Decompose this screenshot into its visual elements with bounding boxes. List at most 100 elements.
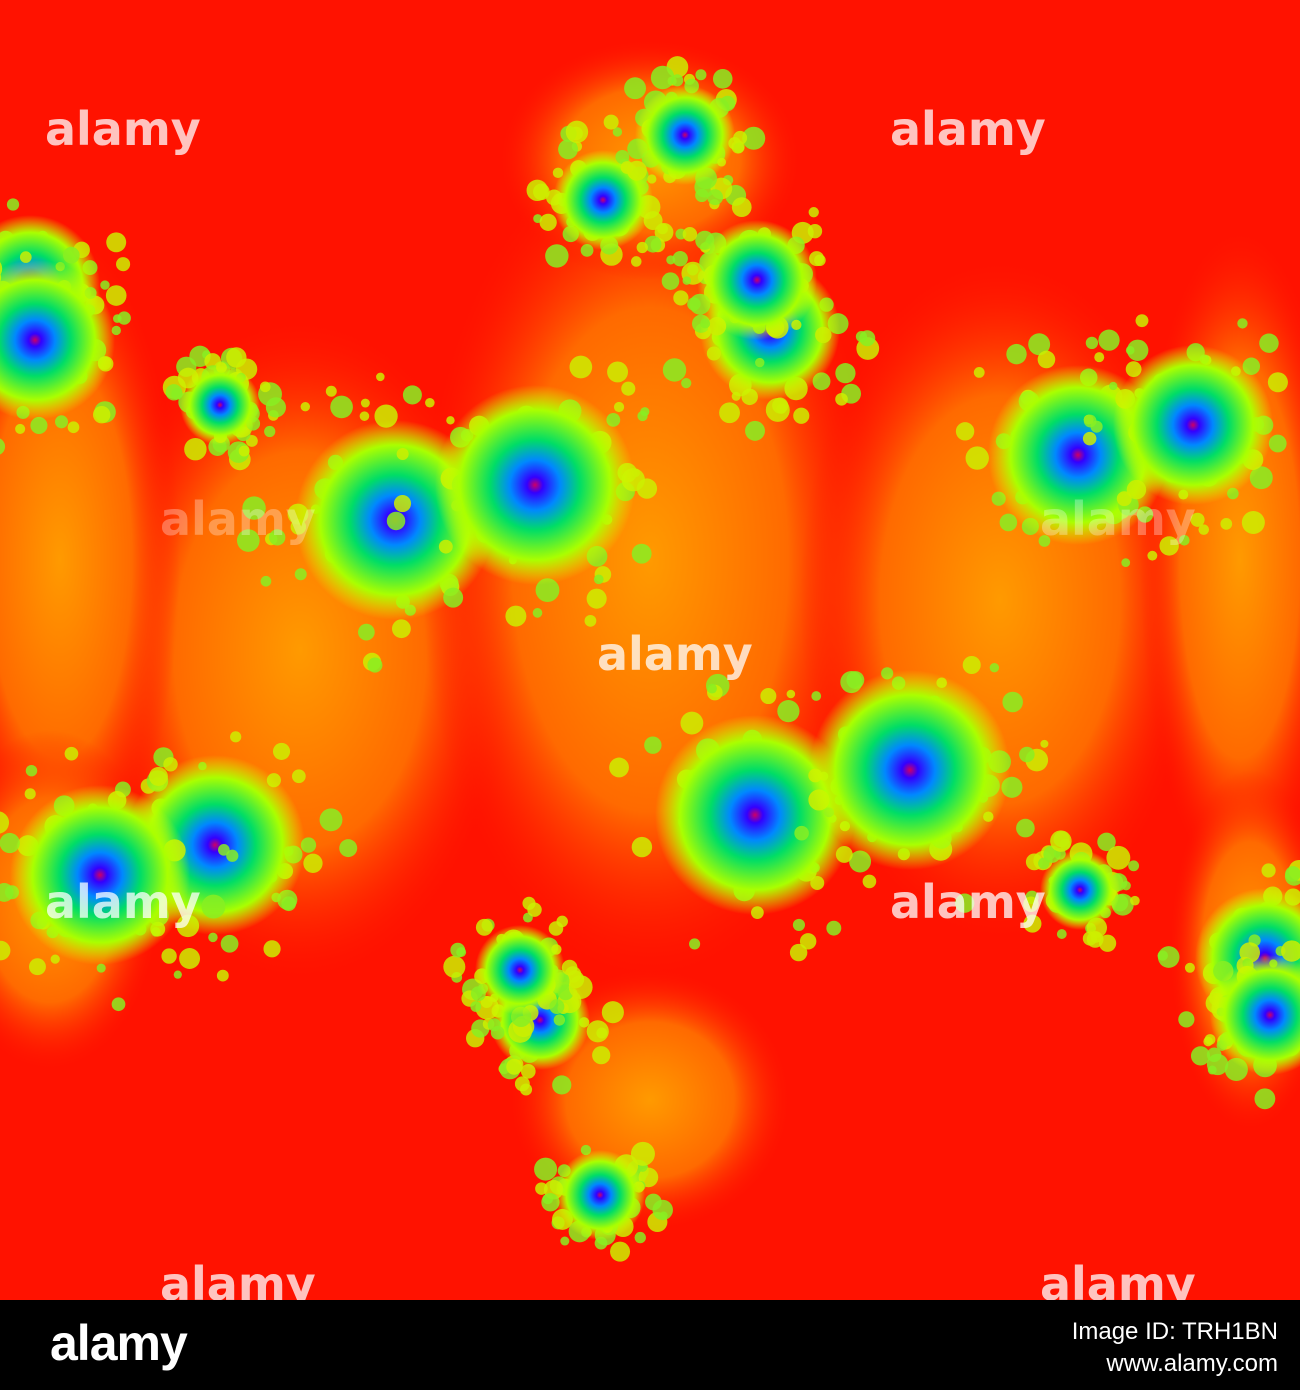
fractal-layers	[0, 40, 1300, 1262]
fractal-bud	[1267, 372, 1288, 393]
fractal-bud	[835, 363, 856, 384]
fractal-bud	[260, 575, 272, 587]
fractal-bud	[565, 120, 589, 144]
fractal-bud	[173, 970, 182, 979]
fractal-bud	[569, 355, 593, 379]
fractal-bud	[601, 1001, 624, 1024]
fractal-bud	[242, 496, 266, 520]
fractal-bud	[218, 844, 230, 856]
watermark: alamy	[45, 102, 201, 156]
fractal-bud	[226, 347, 247, 368]
fractal-bud	[367, 657, 383, 673]
fractal-bud	[682, 276, 692, 285]
fractal-bud	[955, 893, 975, 913]
fractal-bud	[1261, 863, 1276, 878]
fractal-bud	[1085, 336, 1099, 350]
fractal-bud	[593, 574, 604, 585]
fractal-bud	[300, 401, 311, 412]
fractal-bud	[610, 1241, 631, 1262]
fractal-bud	[793, 407, 810, 424]
fractal-bud	[1179, 535, 1190, 546]
fractal-bud	[0, 940, 11, 961]
fractal-bud	[742, 126, 766, 150]
fractal-bud	[1028, 333, 1051, 356]
fractal-bud	[360, 398, 370, 408]
fractal-bud	[438, 539, 453, 554]
fractal-bud	[586, 588, 607, 609]
fractal-bud	[1241, 510, 1265, 534]
fractal-bud	[745, 420, 765, 441]
fractal-bud	[1259, 333, 1279, 353]
fractal-bud	[165, 384, 183, 401]
fractal-bud	[799, 933, 817, 950]
fractal-bud	[712, 69, 733, 89]
fractal-bud	[545, 244, 569, 268]
site-url: www.alamy.com	[1106, 1350, 1278, 1377]
spiral	[10, 785, 190, 965]
fractal-bud	[553, 1014, 566, 1026]
fractal-bud	[631, 836, 653, 858]
fractal-bud	[396, 447, 409, 460]
fractal-bud	[1023, 914, 1042, 933]
fractal-bud	[659, 1211, 668, 1220]
fractal-bud	[1128, 860, 1140, 872]
spiral	[810, 670, 1010, 870]
fractal-bud	[391, 619, 411, 639]
fractal-bud	[607, 361, 629, 383]
fractal-bud	[522, 896, 536, 910]
fractal-bud	[100, 280, 110, 290]
fractal-bud	[272, 742, 291, 760]
fractal-bud	[226, 849, 239, 862]
fractal-bud	[539, 213, 557, 231]
fractal-bud	[1130, 895, 1140, 906]
fractal-bud	[6, 198, 20, 211]
fractal-bud	[30, 416, 48, 435]
fractal-bud	[707, 189, 724, 206]
fractal-bud	[446, 416, 455, 425]
fractal-bud	[682, 227, 698, 242]
fractal-bud	[25, 764, 38, 777]
spiral	[435, 385, 635, 585]
fractal-bud	[116, 257, 131, 272]
fractal-bud	[731, 140, 745, 154]
fractal-bud	[376, 372, 385, 382]
fractal-bud	[786, 689, 796, 699]
fractal-bud	[319, 808, 343, 832]
watermarks: alamy alamy alamy alamy alamy alamy alamy alamy…	[45, 102, 1196, 1300]
watermark: alamy	[597, 627, 753, 681]
fractal-bud	[672, 250, 688, 267]
fractal-bud	[1147, 550, 1158, 561]
fractal-bud	[662, 358, 687, 382]
fractal-bud	[1190, 1046, 1211, 1066]
fractal-bud	[201, 894, 226, 919]
fractal-bud	[1268, 434, 1287, 453]
fractal-bud	[1082, 431, 1097, 446]
fractal-bud	[776, 403, 787, 414]
spiral	[180, 365, 260, 445]
fractal-bud	[359, 411, 370, 421]
fractal-bud	[92, 405, 111, 424]
fractal-bud	[731, 391, 741, 401]
fractal-bud	[811, 691, 822, 701]
fractal-bud	[671, 74, 684, 87]
fractal-bud	[777, 700, 800, 723]
fractal-bud	[264, 425, 276, 438]
fractal-bud	[835, 392, 848, 406]
fractal-bud	[0, 883, 14, 902]
fractal-bud	[24, 788, 36, 800]
fractal-bud	[208, 932, 218, 943]
fractal-bud	[609, 757, 629, 778]
fractal-bud	[265, 397, 286, 418]
fractal-bud	[358, 623, 375, 641]
fractal-bud	[637, 410, 648, 422]
fractal-bud	[470, 1001, 482, 1012]
spiral	[1113, 345, 1273, 505]
fractal-bud	[111, 997, 126, 1012]
fractal-bud	[615, 149, 630, 164]
fractal-bud	[1190, 512, 1205, 527]
fractal-bud	[425, 397, 435, 408]
fractal-bud	[1157, 950, 1168, 961]
fractal-bud	[645, 1193, 662, 1211]
fractal-bud	[1204, 1034, 1216, 1045]
fractal-bud	[1002, 691, 1023, 713]
